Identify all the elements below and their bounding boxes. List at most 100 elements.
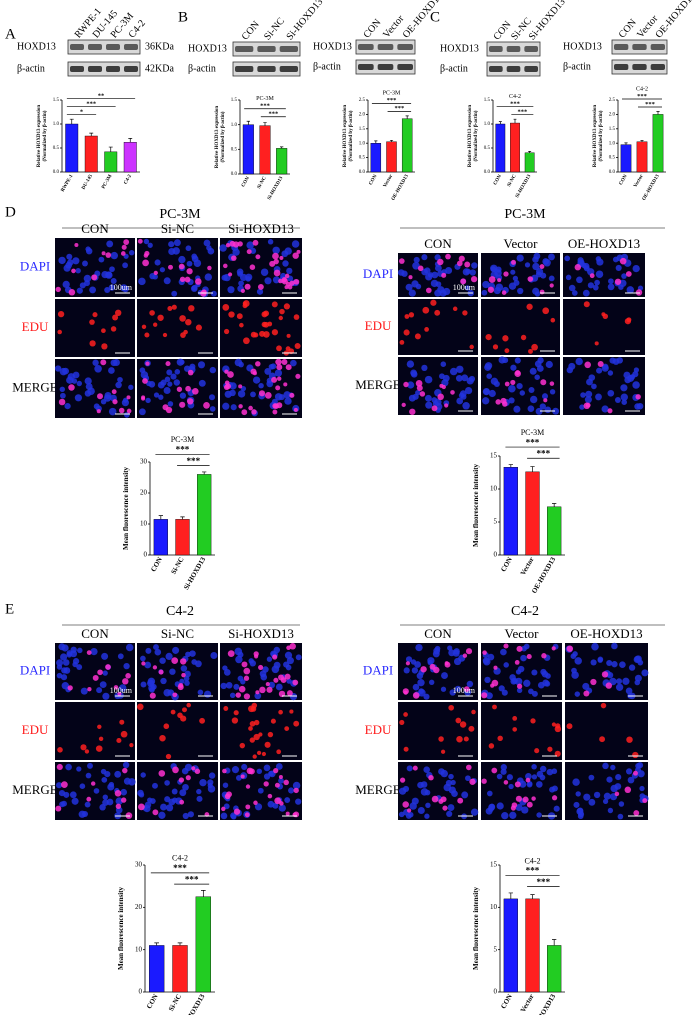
cell-nucleus	[282, 260, 289, 267]
cell-nucleus	[184, 276, 191, 283]
cell-nucleus	[196, 795, 203, 802]
cell-nucleus	[633, 810, 640, 816]
cell-nucleus	[158, 394, 164, 400]
cell-nucleus	[423, 766, 430, 773]
blot-band	[257, 66, 276, 72]
cell-nucleus	[607, 389, 615, 397]
cell-nucleus	[55, 805, 62, 812]
cell-nucleus	[414, 333, 421, 340]
cell-nucleus	[488, 276, 496, 283]
x-tick-label: Si-NC	[167, 993, 183, 1013]
error-bar	[108, 146, 113, 152]
cell-nucleus	[594, 279, 600, 286]
cell-nucleus	[498, 685, 505, 692]
cell-nucleus	[231, 766, 240, 774]
cell-nucleus	[607, 408, 613, 414]
y-tick-label: 0.0	[53, 170, 60, 175]
cell-nucleus	[596, 367, 603, 374]
cell-nucleus	[278, 690, 286, 698]
blot-row-label: β-actin	[188, 63, 216, 74]
cell-nucleus	[465, 648, 473, 655]
blot-band	[124, 66, 138, 72]
cell-nucleus	[278, 315, 283, 321]
cell-nucleus	[254, 692, 262, 700]
cell-nucleus	[583, 690, 590, 697]
cell-nucleus	[186, 268, 193, 275]
cell-nucleus	[543, 259, 551, 267]
cell-nucleus	[594, 341, 599, 346]
cell-nucleus	[152, 274, 158, 280]
cell-nucleus	[545, 673, 551, 679]
cell-nucleus	[463, 686, 470, 692]
cell-nucleus	[526, 801, 533, 808]
cell-nucleus	[66, 253, 73, 260]
x-tick-label: RWPE-1	[61, 174, 75, 193]
imaging-row-label: EDU	[365, 722, 392, 737]
cell-nucleus	[573, 801, 580, 808]
bar	[620, 144, 632, 173]
cell-nucleus	[84, 801, 91, 808]
cell-nucleus	[252, 376, 261, 384]
cell-nucleus	[195, 324, 202, 331]
cell-nucleus	[179, 359, 185, 365]
cell-nucleus	[603, 792, 611, 800]
cell-nucleus	[293, 407, 298, 412]
cell-nucleus	[469, 269, 476, 276]
cell-nucleus	[178, 255, 186, 264]
cell-nucleus	[142, 378, 148, 384]
cell-nucleus	[551, 722, 556, 727]
cell-nucleus	[591, 642, 599, 651]
cell-nucleus	[584, 396, 592, 404]
cell-nucleus	[621, 273, 627, 279]
cell-nucleus	[62, 280, 70, 289]
cell-nucleus	[429, 679, 435, 685]
cell-nucleus	[496, 802, 504, 810]
cell-nucleus	[162, 404, 169, 411]
cell-nucleus	[293, 278, 300, 285]
cell-nucleus	[241, 661, 248, 668]
cell-nucleus	[590, 678, 597, 686]
scale-bar-label: 100um	[110, 283, 133, 292]
cell-nucleus	[634, 403, 641, 410]
cell-nucleus	[483, 388, 490, 395]
cell-nucleus	[605, 682, 612, 689]
cell-nucleus	[149, 798, 156, 805]
cell-nucleus	[515, 804, 523, 811]
cell-nucleus	[527, 405, 535, 413]
cell-nucleus	[601, 405, 609, 413]
significance-label: ***	[187, 456, 201, 466]
chart-title: PC-3M	[256, 96, 274, 102]
cell-nucleus	[547, 746, 553, 752]
cell-nucleus	[100, 359, 107, 366]
cell-nucleus	[549, 381, 555, 386]
cell-nucleus	[592, 284, 599, 291]
cell-nucleus	[77, 647, 83, 654]
cell-nucleus	[279, 308, 285, 315]
cell-nucleus	[109, 266, 115, 273]
cell-nucleus	[264, 741, 271, 748]
cell-nucleus	[506, 774, 513, 781]
blot-band	[88, 66, 102, 72]
cell-nucleus	[490, 264, 498, 272]
cell-nucleus	[545, 360, 553, 369]
cell-nucleus	[235, 692, 242, 698]
cell-nucleus	[165, 753, 172, 760]
chart-title: PC-3M	[521, 428, 545, 437]
cell-nucleus	[526, 654, 532, 660]
cell-nucleus	[262, 666, 269, 673]
cell-nucleus	[523, 643, 530, 650]
cell-nucleus	[533, 252, 541, 260]
cell-nucleus	[267, 793, 273, 799]
imaging-cell-line: C4-2	[166, 604, 194, 619]
cell-nucleus	[273, 403, 279, 409]
cell-nucleus	[510, 677, 518, 685]
cell-nucleus	[531, 669, 538, 676]
cell-nucleus	[145, 397, 151, 404]
cell-nucleus	[185, 385, 191, 392]
cell-nucleus	[276, 364, 283, 371]
y-axis-label: Mean fluorescence intensity	[122, 466, 130, 550]
cell-nucleus	[194, 768, 201, 775]
cell-nucleus	[534, 374, 540, 380]
cell-nucleus	[147, 242, 153, 248]
